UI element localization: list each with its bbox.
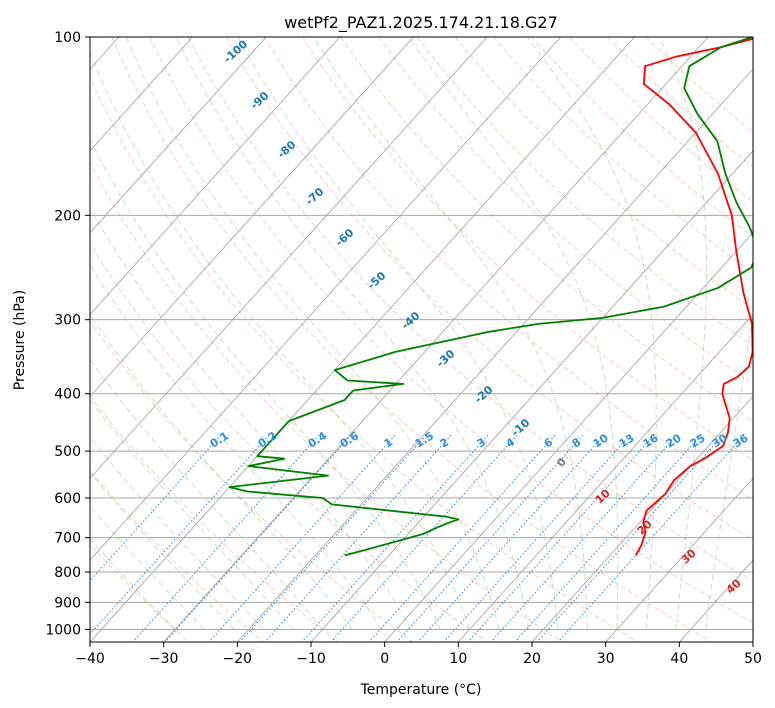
dry-adiabat — [378, 37, 753, 385]
moist-adiabat — [90, 50, 471, 630]
dry-adiabat — [90, 395, 339, 642]
y-tick-label: 1000 — [45, 622, 81, 638]
isotherm — [90, 37, 193, 152]
y-tick-label: 100 — [54, 30, 81, 46]
x-tick-label: 20 — [523, 651, 541, 667]
x-tick-label: −30 — [149, 651, 179, 667]
isotherm — [163, 37, 709, 642]
y-tick-label: 600 — [54, 491, 81, 507]
dry-adiabat — [187, 37, 753, 582]
dry-adiabat — [90, 242, 488, 642]
x-tick-label: 0 — [380, 651, 389, 667]
moist-adiabat — [90, 399, 294, 630]
x-tick-label: 50 — [744, 651, 762, 667]
moist-adiabat — [237, 37, 559, 630]
pressure-grid — [90, 37, 753, 630]
x-tick-label: 40 — [670, 651, 688, 667]
x-axis-label: Temperature (°C) — [360, 682, 482, 698]
moist-adiabat — [90, 358, 323, 630]
isotherm — [90, 37, 414, 398]
moist-adiabat — [90, 264, 382, 630]
moist-adiabat — [526, 37, 657, 630]
moist-adiabat — [407, 37, 619, 630]
x-tick-label: −20 — [223, 651, 253, 667]
dry-adiabat — [569, 37, 753, 203]
dry-adiabat — [492, 37, 753, 274]
chart-title: wetPf2_PAZ1.2025.174.21.18.G27 — [284, 13, 558, 33]
isotherm — [384, 232, 753, 642]
isotherm — [90, 37, 341, 316]
dry-adiabat — [90, 161, 563, 642]
y-tick-label: 700 — [54, 531, 81, 547]
dry-adiabat — [454, 37, 753, 310]
isotherm — [90, 37, 488, 479]
moist-adiabat — [90, 206, 412, 630]
x-tick-label: −40 — [75, 651, 105, 667]
dry-adiabat — [111, 37, 712, 642]
background-lines — [90, 37, 753, 642]
dry-adiabat — [90, 320, 414, 642]
y-tick-label: 300 — [54, 313, 81, 329]
isotherm — [531, 395, 753, 642]
moist-adiabat — [90, 314, 353, 630]
x-axis-ticks: −40 −30 −20 −10 0 10 20 30 40 50 — [75, 642, 762, 667]
dry-adiabat — [225, 37, 753, 541]
x-tick-label: 10 — [449, 651, 467, 667]
isotherm — [90, 37, 635, 642]
y-axis-ticks: 100 200 300 400 500 600 700 800 900 1000 — [45, 30, 90, 638]
isotherm — [310, 150, 753, 642]
plot-frame — [89, 36, 754, 643]
isotherm — [605, 477, 753, 642]
isotherm — [237, 68, 753, 642]
profile-series — [228, 37, 753, 557]
dry-adiabat — [340, 37, 753, 423]
x-tick-label: −10 — [296, 651, 326, 667]
y-tick-label: 900 — [54, 595, 81, 611]
dry-adiabat — [149, 37, 753, 624]
y-tick-label: 200 — [54, 208, 81, 224]
y-axis-label: Pressure (hPa) — [12, 290, 28, 390]
moist-adiabat — [125, 37, 500, 630]
y-tick-label: 500 — [54, 444, 81, 460]
isotherm — [458, 313, 753, 642]
isotherm — [90, 37, 267, 234]
x-tick-label: 30 — [597, 651, 615, 667]
moist-adiabat — [312, 37, 588, 630]
moist-adiabat — [175, 37, 530, 630]
moist-adiabat — [704, 309, 753, 630]
moist-adiabat — [659, 37, 707, 630]
dry-adiabat — [263, 37, 753, 501]
profile-line — [634, 37, 753, 556]
profile-line — [228, 37, 753, 557]
dry-adiabat — [302, 37, 753, 461]
moist-adiabat — [90, 137, 441, 630]
y-tick-label: 800 — [54, 565, 81, 581]
isotherm — [90, 37, 562, 561]
y-tick-label: 400 — [54, 387, 81, 403]
